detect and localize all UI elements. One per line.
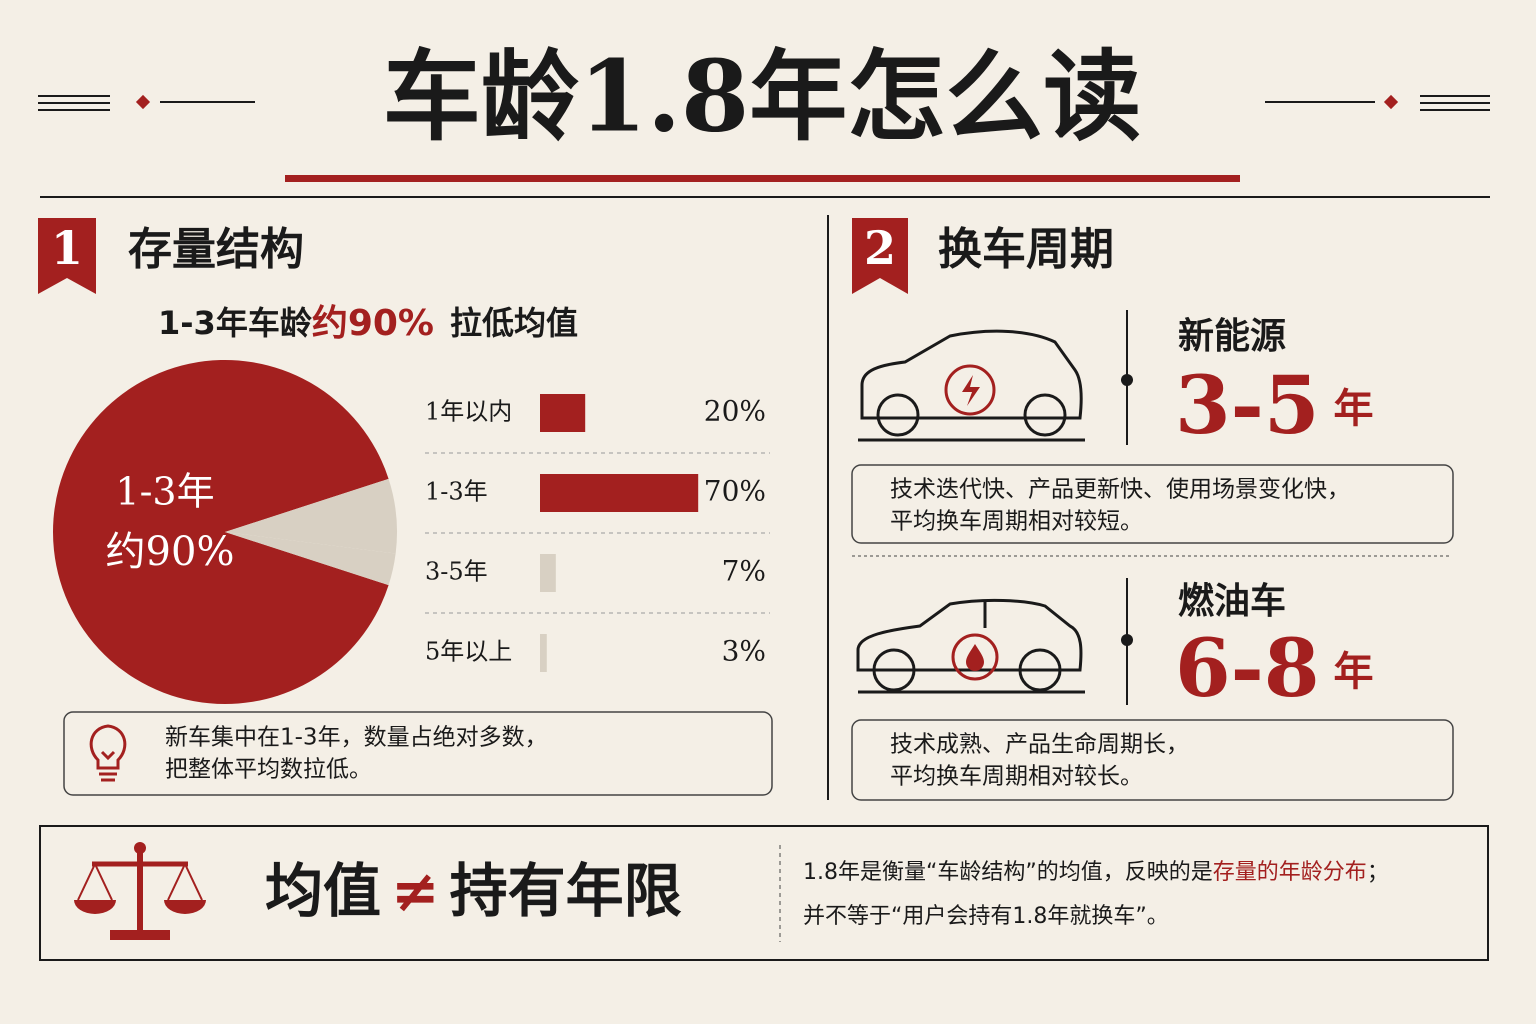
connector-dot [1121, 634, 1133, 646]
bar-category: 3-5年 [425, 558, 488, 586]
bar-category: 5年以上 [425, 638, 512, 666]
title: 车龄1.8年怎么读 [383, 39, 1142, 154]
pie-slice [225, 478, 397, 554]
statement-part: 均值 [265, 857, 381, 925]
note-text: 把整体平均数拉低。 [165, 757, 372, 783]
title-underline [285, 175, 1240, 182]
bar [540, 634, 547, 672]
bar [540, 474, 699, 512]
section-badge [852, 218, 908, 294]
range-value: 6-8 [1175, 621, 1320, 715]
item-name: 新能源 [1178, 316, 1286, 357]
range-unit: 年 [1334, 385, 1374, 432]
desc-text: 技术迭代快、产品更新快、使用场景变化快， [890, 477, 1350, 503]
desc-text: 平均换车周期相对较长。 [890, 764, 1143, 790]
item-range: 3-5 年 [1175, 358, 1374, 452]
footer-text: 并不等于“用户会持有1.8年就换车”。 [803, 904, 1169, 929]
footer-text: 1.8年是衡量“车龄结构”的均值，反映的是存量的年龄分布； [803, 860, 1389, 885]
desc-text: 技术成熟、产品生命周期长， [890, 732, 1189, 758]
footer-part: 并不等于“用户会持有1.8年就换车”。 [803, 904, 1169, 929]
ev-car-icon [858, 329, 1085, 442]
statement-symbol: ≠ [391, 857, 440, 925]
bar [540, 554, 556, 592]
connector-dot [1121, 374, 1133, 386]
statement-part: 持有年限 [450, 857, 682, 925]
note-box [63, 711, 773, 796]
footer-statement: 均值 ≠ 持有年限 [265, 857, 682, 925]
range-unit: 年 [1334, 648, 1374, 695]
section-badge [38, 218, 96, 294]
value-label: 3% [722, 635, 766, 668]
pie-slice [52, 360, 389, 704]
pie-chart [52, 360, 397, 704]
value-label: 70% [704, 475, 766, 508]
desc-box [851, 464, 1454, 544]
range-value: 3-5 [1175, 358, 1320, 452]
ornament-diamond [1383, 94, 1399, 110]
pie-slice [225, 532, 396, 586]
section-number: 2 [864, 221, 896, 275]
subtitle-part: 拉低均值 [450, 304, 578, 342]
desc-box [851, 719, 1454, 801]
bar-category: 1-3年 [425, 478, 488, 506]
bar-chart: 1年以内 20% 1-3年 70% 3-5年 7% 5年以上 3% [425, 394, 770, 672]
footer-part: ； [1367, 860, 1389, 885]
title-ornaments [38, 95, 1490, 111]
bulb-icon [89, 724, 127, 782]
bar-category: 1年以内 [425, 398, 512, 426]
subtitle-highlight: 约90% [312, 303, 434, 344]
ice-car-icon [856, 598, 1085, 694]
footer-box [39, 825, 1489, 961]
value-label: 20% [704, 395, 766, 428]
bar [540, 394, 586, 432]
item-range: 6-8 年 [1175, 621, 1374, 715]
desc-text: 平均换车周期相对较短。 [890, 509, 1143, 535]
section-subtitle: 1-3年车龄约90% 拉低均值 [158, 303, 578, 344]
section-heading: 存量结构 [128, 224, 304, 275]
pie-label: 1-3年 [115, 470, 214, 514]
item-name: 燃油车 [1178, 581, 1286, 622]
scale-icon [74, 842, 206, 940]
pie-slice [225, 532, 389, 704]
subtitle-part: 1-3年车龄 [158, 304, 312, 342]
footer-highlight: 存量的年龄分布 [1213, 860, 1367, 885]
value-label: 7% [722, 555, 766, 588]
footer-part: 1.8年是衡量“车龄结构”的均值，反映的是 [803, 860, 1213, 885]
pie-label: 约90% [106, 529, 235, 575]
section-number: 1 [51, 221, 83, 275]
note-text: 新车集中在1-3年，数量占绝对多数， [165, 725, 548, 751]
section-heading: 换车周期 [938, 224, 1114, 275]
